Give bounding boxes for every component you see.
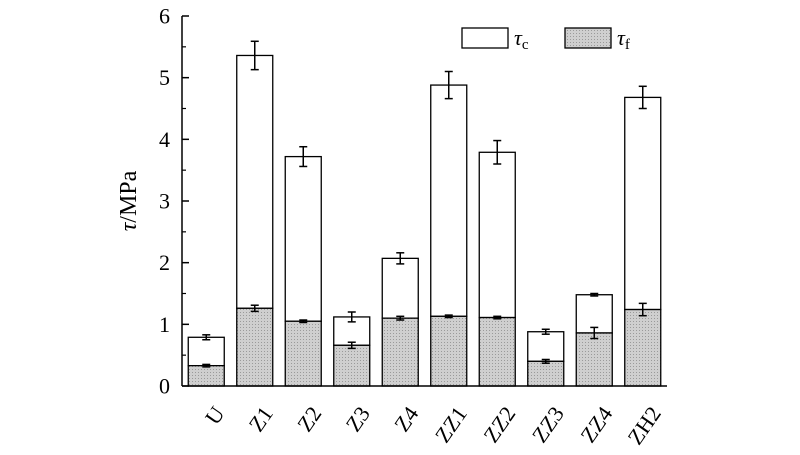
x-tick-label-zz3: ZZ3 (527, 402, 569, 447)
bar-tau-c-zz3 (527, 331, 565, 362)
y-tick-label: 4 (159, 127, 170, 152)
bar-tau-f-zz4 (575, 332, 613, 387)
errorbar-tau-f-zh2 (638, 302, 647, 317)
errorbar-tau-c-zz2 (493, 139, 502, 165)
bar-tau-f-u (187, 364, 225, 387)
y-tick-label: 5 (159, 65, 170, 90)
bar-tau-c-zz1 (430, 84, 468, 317)
bar-tau-c-u (187, 336, 225, 367)
bar-tau-c-z2 (284, 155, 322, 322)
errorbar-tau-c-zz3 (541, 328, 550, 335)
bar-tau-f-z1 (236, 307, 274, 387)
y-axis-label-symbol: τ (116, 221, 142, 231)
errorbar-tau-c-z3 (347, 311, 356, 323)
x-tick-label-zz2: ZZ2 (478, 402, 520, 447)
legend: τc τf (461, 25, 630, 53)
x-tick-label-z1: Z1 (243, 402, 278, 436)
errorbar-tau-f-zz3 (541, 358, 550, 364)
errorbar-tau-f-z4 (396, 315, 405, 321)
bars-layer (187, 54, 662, 387)
y-tick-label: 0 (159, 374, 170, 399)
legend-swatch-tau-f (564, 27, 612, 49)
bar-tau-f-zz2 (478, 316, 516, 387)
errorbar-tau-f-z3 (347, 341, 356, 350)
bar-tau-c-z1 (236, 54, 274, 309)
errorbar-tau-f-zz2 (493, 315, 502, 320)
bar-tau-f-z2 (284, 320, 322, 387)
bar-tau-f-zh2 (624, 308, 662, 387)
bar-tau-f-z3 (333, 344, 371, 387)
errorbar-tau-c-zz1 (444, 70, 453, 100)
errorbar-tau-f-u (202, 363, 211, 368)
bar-tau-c-zh2 (624, 96, 662, 311)
errorbar-tau-c-u (202, 334, 211, 341)
bar-tau-f-zz3 (527, 360, 565, 387)
legend-label-tau-c: τc (514, 25, 529, 53)
y-axis-label: τ/MPa (116, 170, 142, 231)
errorbar-tau-f-z1 (250, 304, 259, 313)
y-tick-label: 3 (159, 189, 170, 214)
bar-tau-c-zz2 (478, 151, 516, 319)
x-tick-label-u: U (200, 402, 230, 429)
errorbar-tau-c-zz4 (590, 292, 599, 297)
y-tick-label: 6 (159, 4, 170, 29)
errorbar-tau-c-z2 (299, 145, 308, 168)
x-tick-label-zz4: ZZ4 (575, 402, 617, 447)
bar-tau-c-z4 (381, 257, 419, 319)
x-tick-label-zh2: ZH2 (622, 402, 666, 449)
y-axis-label-unit: /MPa (116, 170, 142, 222)
x-tick-label-z4: Z4 (389, 402, 424, 436)
legend-item-tau-c: τc (461, 25, 529, 53)
y-tick-label: 1 (159, 312, 170, 337)
errorbars-layer (202, 40, 647, 368)
errorbar-tau-f-zz4 (590, 326, 599, 340)
bar-tau-f-z4 (381, 317, 419, 387)
x-tick-label-z2: Z2 (292, 402, 327, 436)
errorbar-tau-c-z4 (396, 252, 405, 265)
bar-tau-f-zz1 (430, 315, 468, 387)
legend-item-tau-f: τf (564, 25, 630, 53)
errorbar-tau-c-z1 (250, 40, 259, 71)
legend-swatch-tau-c (461, 27, 509, 49)
x-tick-label-zz1: ZZ1 (430, 402, 472, 447)
errorbar-tau-f-zz1 (444, 314, 453, 319)
errorbar-tau-c-zh2 (638, 85, 647, 110)
errorbar-tau-f-z2 (299, 319, 308, 324)
x-tick-label-z3: Z3 (340, 402, 375, 436)
legend-label-tau-f: τf (617, 25, 630, 53)
y-tick-label: 2 (159, 250, 170, 275)
